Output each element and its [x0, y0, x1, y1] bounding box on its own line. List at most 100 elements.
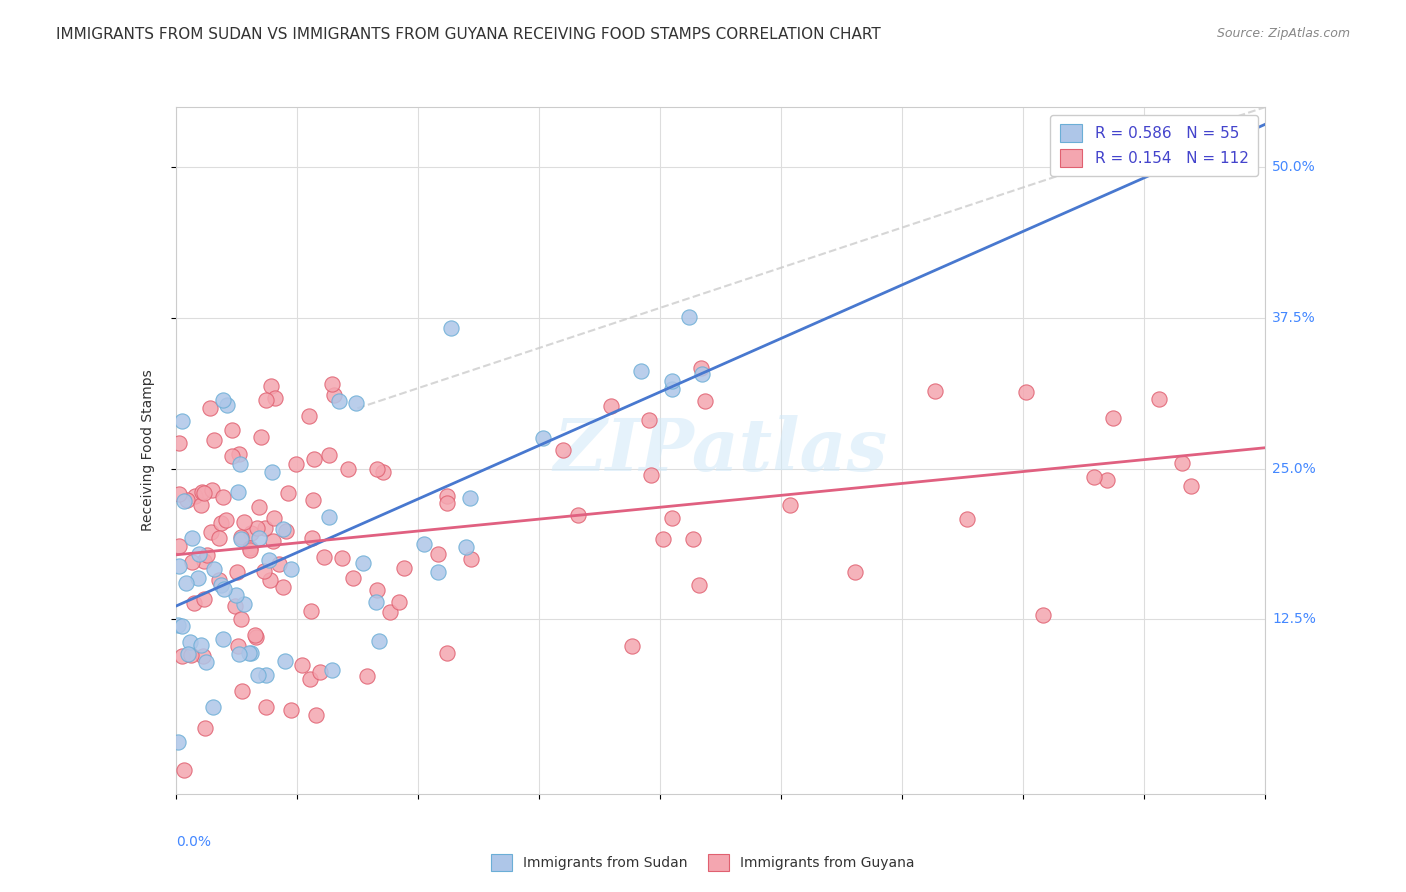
- Point: [259, 574, 281, 588]
- Point: [238, 646, 260, 660]
- Point: [221, 423, 243, 437]
- Point: [599, 400, 621, 414]
- Point: [221, 449, 243, 463]
- Point: [202, 562, 225, 576]
- Point: [167, 539, 190, 553]
- Point: [312, 549, 335, 564]
- Point: [638, 413, 661, 427]
- Point: [436, 496, 458, 510]
- Legend: R = 0.586   N = 55, R = 0.154   N = 112: R = 0.586 N = 55, R = 0.154 N = 112: [1050, 115, 1258, 177]
- Point: [166, 735, 188, 749]
- Point: [460, 551, 482, 566]
- Point: [567, 508, 589, 522]
- Text: ZIPatlas: ZIPatlas: [554, 415, 887, 486]
- Text: 37.5%: 37.5%: [1272, 311, 1316, 325]
- Point: [239, 526, 262, 541]
- Point: [190, 499, 212, 513]
- Point: [440, 321, 463, 335]
- Point: [301, 492, 323, 507]
- Point: [245, 630, 267, 644]
- Point: [427, 547, 450, 561]
- Point: [180, 648, 202, 662]
- Point: [553, 443, 575, 458]
- Point: [298, 673, 321, 687]
- Point: [191, 485, 214, 500]
- Point: [193, 554, 215, 568]
- Point: [167, 558, 190, 573]
- Point: [229, 457, 252, 471]
- Point: [167, 435, 190, 450]
- Point: [924, 384, 946, 398]
- Point: [661, 511, 683, 525]
- Point: [240, 646, 263, 660]
- Point: [328, 394, 350, 409]
- Point: [187, 571, 209, 585]
- Point: [308, 665, 330, 679]
- Point: [380, 605, 402, 619]
- Point: [254, 699, 277, 714]
- Point: [190, 638, 212, 652]
- Point: [271, 522, 294, 536]
- Point: [1147, 392, 1170, 406]
- Legend: Immigrants from Sudan, Immigrants from Guyana: Immigrants from Sudan, Immigrants from G…: [485, 848, 921, 876]
- Point: [337, 462, 360, 476]
- Point: [212, 490, 235, 504]
- Point: [209, 516, 232, 530]
- Point: [173, 763, 195, 777]
- Point: [194, 721, 217, 735]
- Point: [321, 663, 343, 677]
- Point: [1032, 607, 1054, 622]
- Point: [413, 536, 436, 550]
- Point: [436, 646, 458, 660]
- Point: [690, 367, 713, 381]
- Point: [690, 361, 713, 376]
- Point: [1180, 479, 1202, 493]
- Point: [260, 379, 283, 393]
- Point: [388, 595, 411, 609]
- Point: [179, 634, 201, 648]
- Point: [262, 534, 284, 549]
- Point: [531, 431, 554, 445]
- Point: [170, 414, 193, 428]
- Point: [215, 512, 238, 526]
- Point: [226, 484, 249, 499]
- Text: 50.0%: 50.0%: [1272, 161, 1316, 174]
- Point: [249, 430, 271, 444]
- Point: [215, 398, 238, 412]
- Point: [344, 395, 367, 409]
- Point: [280, 703, 302, 717]
- Point: [661, 374, 683, 388]
- Text: 0.0%: 0.0%: [176, 835, 211, 849]
- Point: [239, 543, 262, 558]
- Point: [427, 565, 450, 579]
- Point: [177, 648, 200, 662]
- Point: [301, 532, 323, 546]
- Point: [224, 599, 246, 614]
- Point: [693, 394, 716, 409]
- Point: [305, 707, 328, 722]
- Point: [193, 592, 215, 607]
- Point: [226, 565, 249, 579]
- Point: [200, 524, 222, 539]
- Point: [661, 382, 683, 396]
- Point: [233, 597, 256, 611]
- Point: [304, 452, 326, 467]
- Point: [280, 562, 302, 576]
- Point: [239, 541, 262, 556]
- Point: [166, 617, 188, 632]
- Point: [366, 582, 388, 597]
- Point: [246, 667, 269, 681]
- Point: [1097, 473, 1119, 487]
- Point: [454, 540, 477, 554]
- Point: [173, 494, 195, 508]
- Point: [277, 485, 299, 500]
- Point: [254, 520, 277, 534]
- Point: [195, 655, 218, 669]
- Point: [291, 657, 314, 672]
- Point: [183, 596, 205, 610]
- Point: [285, 457, 308, 471]
- Point: [211, 393, 233, 408]
- Point: [323, 388, 346, 402]
- Point: [621, 640, 644, 654]
- Point: [247, 531, 270, 545]
